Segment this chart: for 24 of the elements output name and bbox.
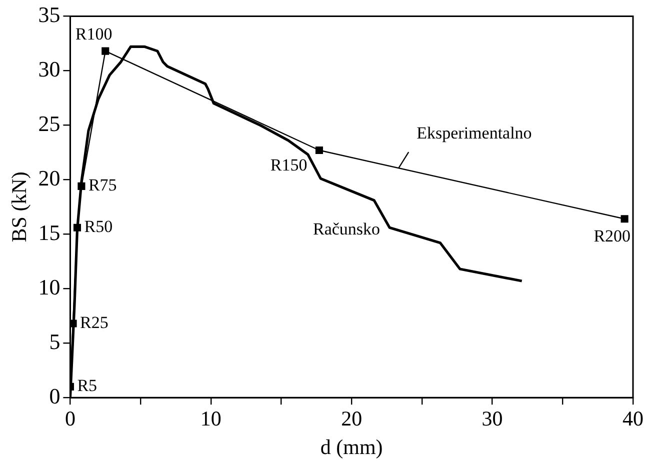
- x-tick-label: 0: [64, 406, 76, 431]
- y-axis-title: BS (kN): [7, 172, 32, 242]
- series-label: Eksperimentalno: [416, 124, 532, 143]
- annotation: R200: [594, 226, 631, 246]
- annotation: R25: [80, 312, 108, 332]
- annotation: R150: [270, 156, 308, 175]
- x-tick-label: 20: [341, 406, 362, 431]
- y-tick-label: 5: [49, 328, 60, 354]
- y-tick-label: 0: [49, 383, 60, 408]
- y-tick-label: 25: [38, 110, 60, 136]
- y-tick-label: 30: [38, 56, 60, 82]
- y-tick-label: 10: [38, 274, 60, 300]
- x-tick-label: 40: [622, 406, 644, 431]
- annotation: R100: [75, 24, 112, 44]
- x-tick-label: 10: [200, 406, 222, 431]
- y-tick-label: 20: [38, 165, 60, 190]
- y-tick-label: 35: [38, 2, 60, 27]
- annotation: R75: [88, 176, 117, 195]
- x-tick-label: 30: [482, 406, 503, 431]
- annotation: R50: [84, 217, 113, 236]
- annotation: R5: [77, 376, 98, 396]
- series-label: Računsko: [312, 219, 380, 238]
- y-tick-label: 15: [38, 220, 60, 245]
- x-axis-title: d (mm): [320, 434, 383, 459]
